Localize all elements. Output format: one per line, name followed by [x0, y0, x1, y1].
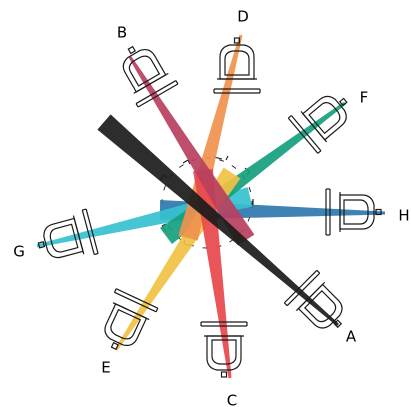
device-e	[104, 288, 159, 351]
beams	[36, 34, 385, 379]
label-e: E	[101, 359, 110, 377]
beam-d	[178, 34, 243, 241]
label-h: H	[398, 207, 409, 225]
device-g	[37, 208, 99, 259]
label-b: B	[117, 24, 127, 42]
device-a	[283, 269, 343, 329]
label-a: A	[346, 328, 357, 346]
devices	[37, 37, 382, 378]
label-d: D	[237, 8, 249, 26]
label-c: C	[227, 392, 237, 407]
unit-labels: A B C D E F G H	[13, 8, 409, 407]
beam-b	[128, 56, 255, 246]
device-f	[287, 95, 348, 154]
device-c	[200, 321, 248, 378]
beam-a	[97, 114, 340, 327]
device-b	[122, 45, 179, 108]
label-f: F	[360, 89, 369, 107]
device-d	[213, 37, 261, 94]
label-g: G	[13, 243, 25, 261]
device-h	[325, 188, 382, 236]
